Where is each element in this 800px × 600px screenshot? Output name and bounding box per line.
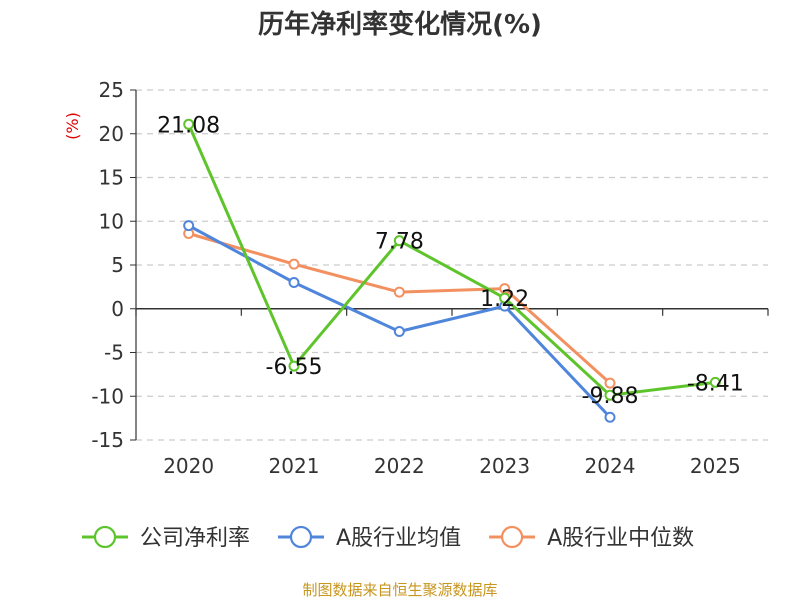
data-label: 1.22 <box>480 287 529 312</box>
x-tick-label: 2022 <box>374 454 425 478</box>
data-point <box>604 377 616 389</box>
y-axis-unit: (%) <box>63 112 82 140</box>
x-tick-label: 2020 <box>163 454 214 478</box>
chart-title: 历年净利率变化情况(%) <box>258 9 542 40</box>
y-tick-label: 15 <box>99 166 124 190</box>
y-tick-label: 0 <box>111 297 124 321</box>
data-point <box>288 258 300 270</box>
x-tick-label: 2021 <box>269 454 320 478</box>
data-label: -8.41 <box>687 371 744 396</box>
legend-marker <box>289 525 313 549</box>
data-point <box>393 286 405 298</box>
legend-item-2[interactable]: A股行业中位数 <box>489 525 694 551</box>
y-tick-label: -15 <box>91 428 124 452</box>
legend-label: A股行业中位数 <box>547 526 694 551</box>
legend-marker <box>500 525 524 549</box>
legend-marker <box>93 525 117 549</box>
data-label: 21.08 <box>157 113 220 138</box>
x-tick-label: 2025 <box>690 454 741 478</box>
source-note: 制图数据来自恒生聚源数据库 <box>302 581 497 599</box>
data-point <box>709 376 721 388</box>
data-point <box>604 411 616 423</box>
legend-item-1[interactable]: A股行业均值 <box>278 525 461 551</box>
data-point <box>604 389 616 401</box>
y-tick-label: 25 <box>99 78 124 102</box>
axes: 25 20 15 10 5 0 -5 -10 -15 2020 2021 2022 2023 2024 20… <box>91 78 769 478</box>
data-labels: 21.08 -6.55 7.78 1.22 -9.88 -8.41 <box>157 113 744 409</box>
x-tick-label: 2024 <box>585 454 636 478</box>
data-point <box>393 326 405 337</box>
data-point <box>499 292 511 304</box>
data-point <box>393 235 405 247</box>
series-0 <box>183 118 721 401</box>
legend-label: 公司净利率 <box>140 526 250 551</box>
legend: 公司净利率 A股行业均值 A股行业中位数 <box>82 525 694 551</box>
y-tick-label: 20 <box>99 122 124 146</box>
data-label: 7.78 <box>375 230 424 255</box>
data-point <box>288 277 300 288</box>
data-point <box>183 220 195 232</box>
x-tick-label: 2023 <box>479 454 530 478</box>
series <box>183 118 721 423</box>
y-tick-label: -10 <box>91 384 124 408</box>
data-point <box>183 118 195 130</box>
data-label: -6.55 <box>266 355 323 380</box>
series-2 <box>183 228 616 389</box>
legend-label: A股行业均值 <box>336 526 461 551</box>
y-tick-label: -5 <box>104 341 124 365</box>
series-line <box>187 123 716 397</box>
legend-item-0[interactable]: 公司净利率 <box>82 525 250 551</box>
y-tick-label: 10 <box>99 209 124 233</box>
data-label: -9.88 <box>582 384 639 409</box>
y-tick-label: 5 <box>111 253 124 277</box>
data-point <box>288 360 300 372</box>
